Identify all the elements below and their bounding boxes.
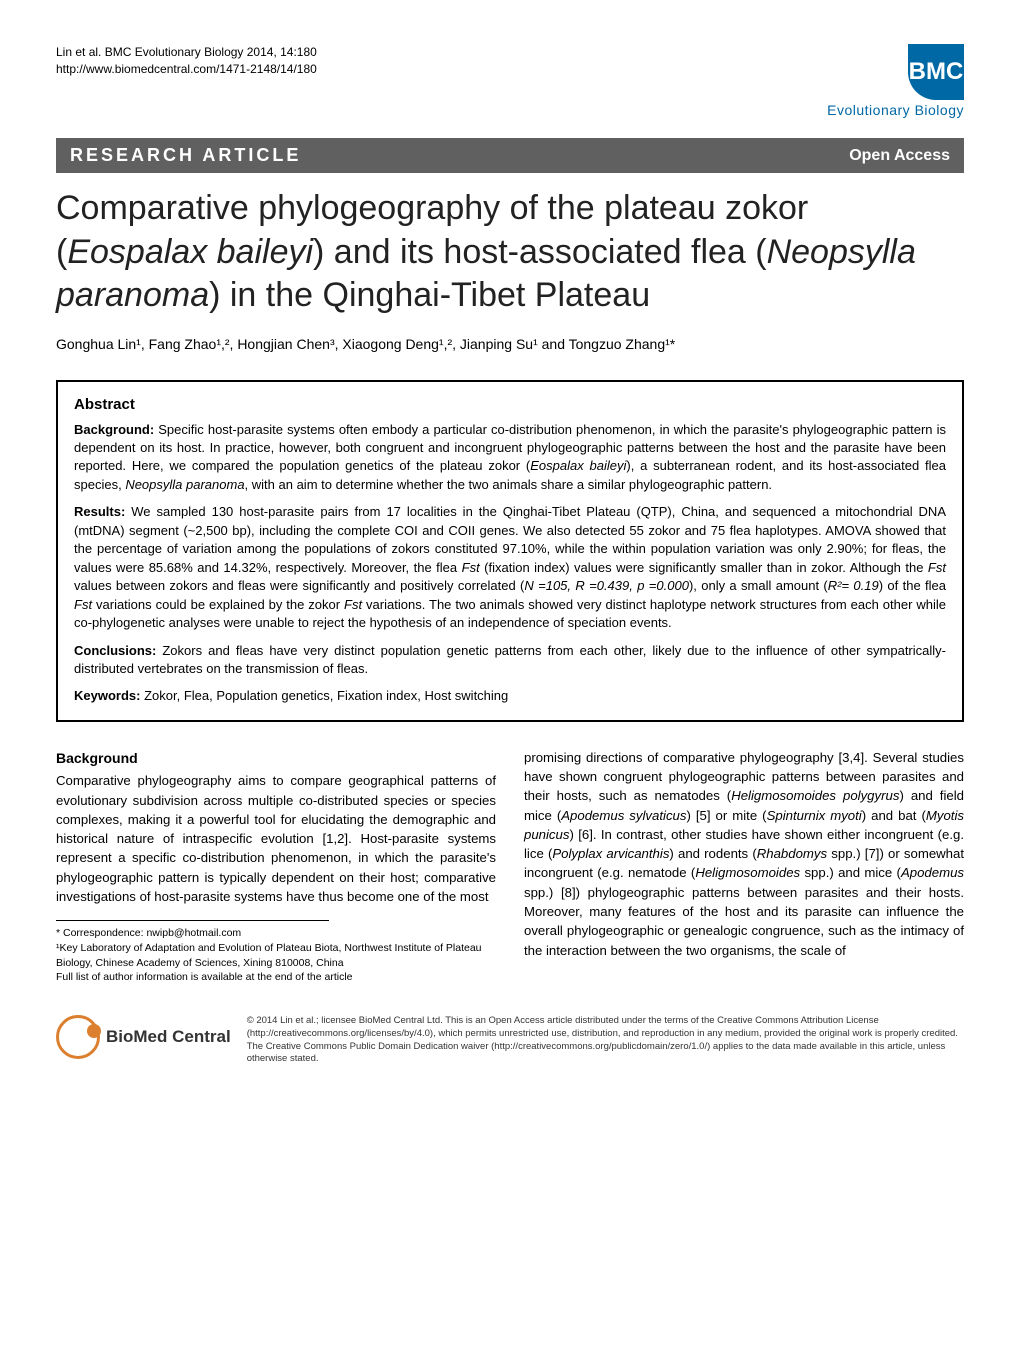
background-heading: Background (56, 748, 496, 768)
conclusions-text: Zokors and fleas have very distinct popu… (74, 643, 946, 676)
right-text-d: ) and bat ( (862, 808, 926, 823)
right-text-i: spp.) [8]) phylogeographic patterns betw… (524, 885, 964, 958)
abstract-heading: Abstract (74, 396, 946, 413)
abstract-box: Abstract Background: Specific host-paras… (56, 380, 964, 722)
copyright-text: © 2014 Lin et al.; licensee BioMed Centr… (247, 1015, 964, 1066)
right-text-f: ) and rodents ( (669, 846, 756, 861)
results-fst-4: Fst (344, 597, 362, 612)
page-footer: BioMed Central © 2014 Lin et al.; licens… (56, 1015, 964, 1066)
biomed-central-text: BioMed Central (106, 1027, 231, 1047)
citation-line: Lin et al. BMC Evolutionary Biology 2014… (56, 44, 317, 61)
correspondence-email: * Correspondence: nwipb@hotmail.com (56, 926, 496, 941)
abstract-keywords: Keywords: Zokor, Flea, Population geneti… (74, 687, 946, 705)
abstract-background: Background: Specific host-parasite syste… (74, 421, 946, 495)
body-columns: Background Comparative phylogeography ai… (56, 748, 964, 985)
results-fst-1: Fst (462, 560, 480, 575)
article-type-label: RESEARCH ARTICLE (70, 145, 301, 166)
title-part-2: ) and its host-associated flea ( (313, 233, 767, 271)
article-type-bar: RESEARCH ARTICLE Open Access (56, 138, 964, 173)
species-8: Apodemus (901, 865, 964, 880)
page-container: Lin et al. BMC Evolutionary Biology 2014… (0, 0, 1020, 1096)
bmc-logo-text: Evolutionary Biology (827, 102, 964, 118)
species-6: Rhabdomys (757, 846, 827, 861)
left-column-text: Comparative phylogeography aims to compa… (56, 773, 496, 904)
results-text-e: ) of the flea (879, 578, 946, 593)
left-column: Background Comparative phylogeography ai… (56, 748, 496, 985)
right-text-c: ) [5] or mite ( (686, 808, 766, 823)
abstract-conclusions: Conclusions: Zokors and fleas have very … (74, 642, 946, 679)
correspondence-note: Full list of author information is avail… (56, 970, 496, 985)
results-fst-3: Fst (74, 597, 92, 612)
citation-block: Lin et al. BMC Evolutionary Biology 2014… (56, 44, 317, 78)
species-1: Heligmosomoides polygyrus (731, 788, 899, 803)
species-5: Polyplax arvicanthis (552, 846, 669, 861)
keywords-label: Keywords: (74, 688, 140, 703)
results-fst-2: Fst (928, 560, 946, 575)
biomed-central-logo: BioMed Central (56, 1015, 231, 1059)
bmc-logo: BMC Evolutionary Biology (827, 44, 964, 118)
right-text-h: spp.) and mice ( (800, 865, 901, 880)
correspondence-affiliation: ¹Key Laboratory of Adaptation and Evolut… (56, 941, 496, 970)
species-7: Heligmosomoides (695, 865, 800, 880)
background-species-2: Neopsylla paranoma (125, 477, 244, 492)
species-3: Spinturnix myoti (767, 808, 862, 823)
keywords-text: Zokor, Flea, Population genetics, Fixati… (140, 688, 508, 703)
results-text-b: (fixation index) values were significant… (480, 560, 928, 575)
results-label: Results: (74, 504, 125, 519)
open-access-label: Open Access (849, 147, 950, 165)
background-species-1: Eospalax baileyi (530, 458, 626, 473)
right-column: promising directions of comparative phyl… (524, 748, 964, 985)
results-text-d: ), only a small amount ( (689, 578, 828, 593)
results-text-c: values between zokors and fleas were sig… (74, 578, 524, 593)
conclusions-label: Conclusions: (74, 643, 156, 658)
title-species-1: Eospalax baileyi (67, 233, 313, 271)
abstract-results: Results: We sampled 130 host-parasite pa… (74, 503, 946, 632)
results-r2: R²= 0.19 (828, 578, 879, 593)
title-part-3: ) in the Qinghai-Tibet Plateau (209, 276, 650, 314)
background-text-3: , with an aim to determine whether the t… (245, 477, 773, 492)
bmc-logo-square: BMC (908, 44, 964, 100)
results-text-f: variations could be explained by the zok… (92, 597, 344, 612)
biomed-circle-icon (56, 1015, 100, 1059)
citation-url: http://www.biomedcentral.com/1471-2148/1… (56, 61, 317, 78)
correspondence-block: * Correspondence: nwipb@hotmail.com ¹Key… (56, 926, 496, 985)
authors-line: Gonghua Lin¹, Fang Zhao¹,², Hongjian Che… (56, 336, 964, 352)
background-label: Background: (74, 422, 154, 437)
citation-authors: Lin et al. BMC Evolutionary Biology 2014… (56, 45, 317, 59)
correspondence-divider (56, 920, 329, 921)
results-stats: N =105, R =0.439, p =0.000 (524, 578, 689, 593)
page-header: Lin et al. BMC Evolutionary Biology 2014… (56, 44, 964, 118)
article-title: Comparative phylogeography of the platea… (56, 187, 964, 318)
species-2: Apodemus sylvaticus (561, 808, 686, 823)
